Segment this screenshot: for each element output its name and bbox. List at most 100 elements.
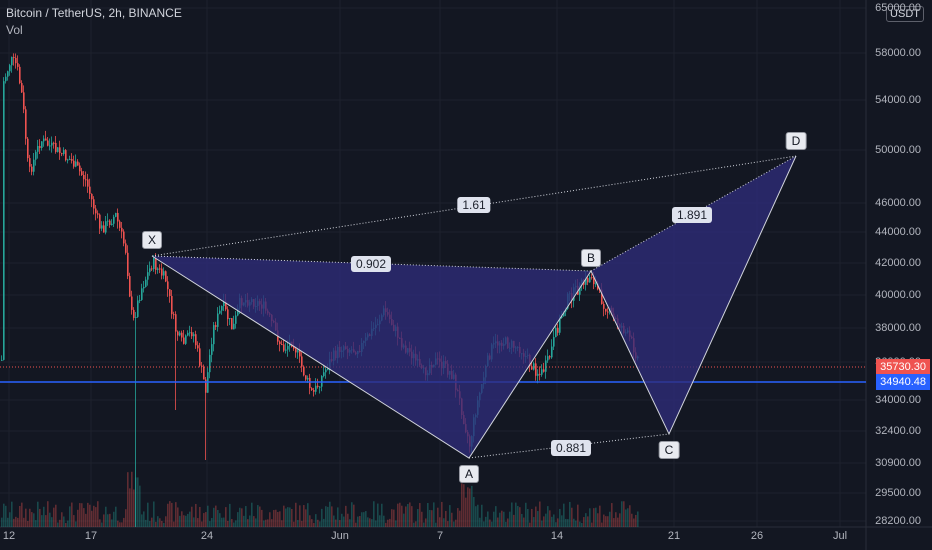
- volume-bar: [81, 503, 83, 527]
- volume-bar: [321, 508, 323, 527]
- volume-bar: [137, 477, 139, 527]
- volume-bar: [347, 513, 349, 527]
- volume-bar: [163, 522, 165, 527]
- candle-body: [161, 268, 163, 276]
- point-b-label[interactable]: B: [580, 249, 602, 267]
- volume-bar: [567, 519, 569, 527]
- volume-bar: [441, 501, 443, 527]
- volume-bar: [13, 518, 15, 527]
- volume-bar: [169, 501, 171, 527]
- volume-bar: [157, 516, 159, 527]
- pattern-xd-line: [151, 155, 797, 257]
- volume-bar: [303, 505, 305, 527]
- price-tick: 54000.00: [875, 94, 921, 106]
- volume-bar: [459, 510, 461, 527]
- candle-body: [307, 377, 309, 380]
- pattern-bcd-fill: [591, 156, 796, 434]
- point-c-label[interactable]: C: [658, 441, 680, 459]
- volume-bar: [259, 506, 261, 527]
- candle-body: [213, 325, 215, 345]
- volume-bar: [387, 519, 389, 527]
- volume-bar: [217, 510, 219, 527]
- volume-bar: [337, 507, 339, 527]
- candle-body: [83, 175, 85, 180]
- volume-bar: [307, 503, 309, 527]
- candle-body: [229, 318, 231, 320]
- volume-bar: [173, 521, 175, 527]
- volume-bar: [345, 505, 347, 527]
- volume-bar: [637, 511, 639, 527]
- volume-bar: [257, 505, 259, 527]
- volume-bar: [65, 522, 67, 527]
- candle-body: [579, 283, 581, 295]
- point-d-label[interactable]: D: [785, 132, 807, 150]
- candle-body: [9, 65, 11, 72]
- volume-bar: [243, 515, 245, 527]
- volume-bar: [585, 513, 587, 527]
- volume-bar: [539, 501, 541, 527]
- candle-body: [311, 388, 313, 391]
- volume-bar: [425, 518, 427, 527]
- candle-body: [231, 318, 233, 330]
- volume-bar: [241, 508, 243, 527]
- volume-bar: [105, 506, 107, 527]
- volume-bar: [565, 518, 567, 527]
- volume-bar: [515, 502, 517, 527]
- candle-body: [65, 150, 67, 161]
- candle-body: [563, 311, 565, 317]
- candle-body: [227, 309, 229, 320]
- volume-bar: [371, 519, 373, 527]
- point-a-label[interactable]: A: [458, 465, 480, 483]
- volume-bar: [29, 508, 31, 527]
- volume-bar: [167, 503, 169, 527]
- volume-bar: [91, 510, 93, 527]
- volume-bar: [89, 504, 91, 527]
- volume-bar: [203, 513, 205, 527]
- volume-bar: [621, 501, 623, 527]
- volume-bar: [511, 502, 513, 527]
- volume-bar: [219, 513, 221, 527]
- currency-button[interactable]: USDT: [886, 6, 924, 22]
- volume-bar: [477, 504, 479, 527]
- time-tick: 21: [667, 530, 681, 542]
- point-x-label[interactable]: X: [141, 231, 163, 249]
- volume-bar: [405, 506, 407, 527]
- candle-body: [153, 257, 155, 269]
- candle-body: [191, 332, 193, 337]
- volume-bar: [553, 514, 555, 527]
- volume-bar: [599, 505, 601, 527]
- volume-bar: [287, 507, 289, 527]
- candle-body: [537, 373, 539, 376]
- candle-body: [1, 359, 3, 361]
- volume-bar: [275, 509, 277, 527]
- candle-body: [19, 66, 21, 84]
- volume-bar: [175, 502, 177, 527]
- candle-body: [133, 309, 135, 318]
- volume-bar: [33, 513, 35, 527]
- volume-bar: [15, 516, 17, 527]
- candle-body: [69, 159, 71, 161]
- candle-body: [129, 276, 131, 297]
- volume-bar: [439, 517, 441, 527]
- ratio-161-label: 1.61: [457, 197, 491, 213]
- volume-bar: [521, 513, 523, 527]
- time-tick: 14: [550, 530, 564, 542]
- volume-bar: [551, 516, 553, 527]
- candle-body: [585, 278, 587, 285]
- candle-body: [183, 337, 185, 344]
- volume-bar: [235, 520, 237, 527]
- candle-body: [119, 221, 121, 228]
- volume-bar: [393, 509, 395, 527]
- volume-bar: [195, 503, 197, 527]
- volume-bar: [59, 519, 61, 527]
- candle-body: [557, 327, 559, 333]
- volume-bar: [519, 507, 521, 527]
- volume-bar: [231, 518, 233, 527]
- time-tick: 7: [436, 530, 444, 542]
- volume-bar: [21, 502, 23, 527]
- volume-bar: [3, 503, 5, 527]
- volume-bar: [561, 515, 563, 527]
- time-tick: 12: [2, 530, 16, 542]
- volume-bar: [577, 504, 579, 527]
